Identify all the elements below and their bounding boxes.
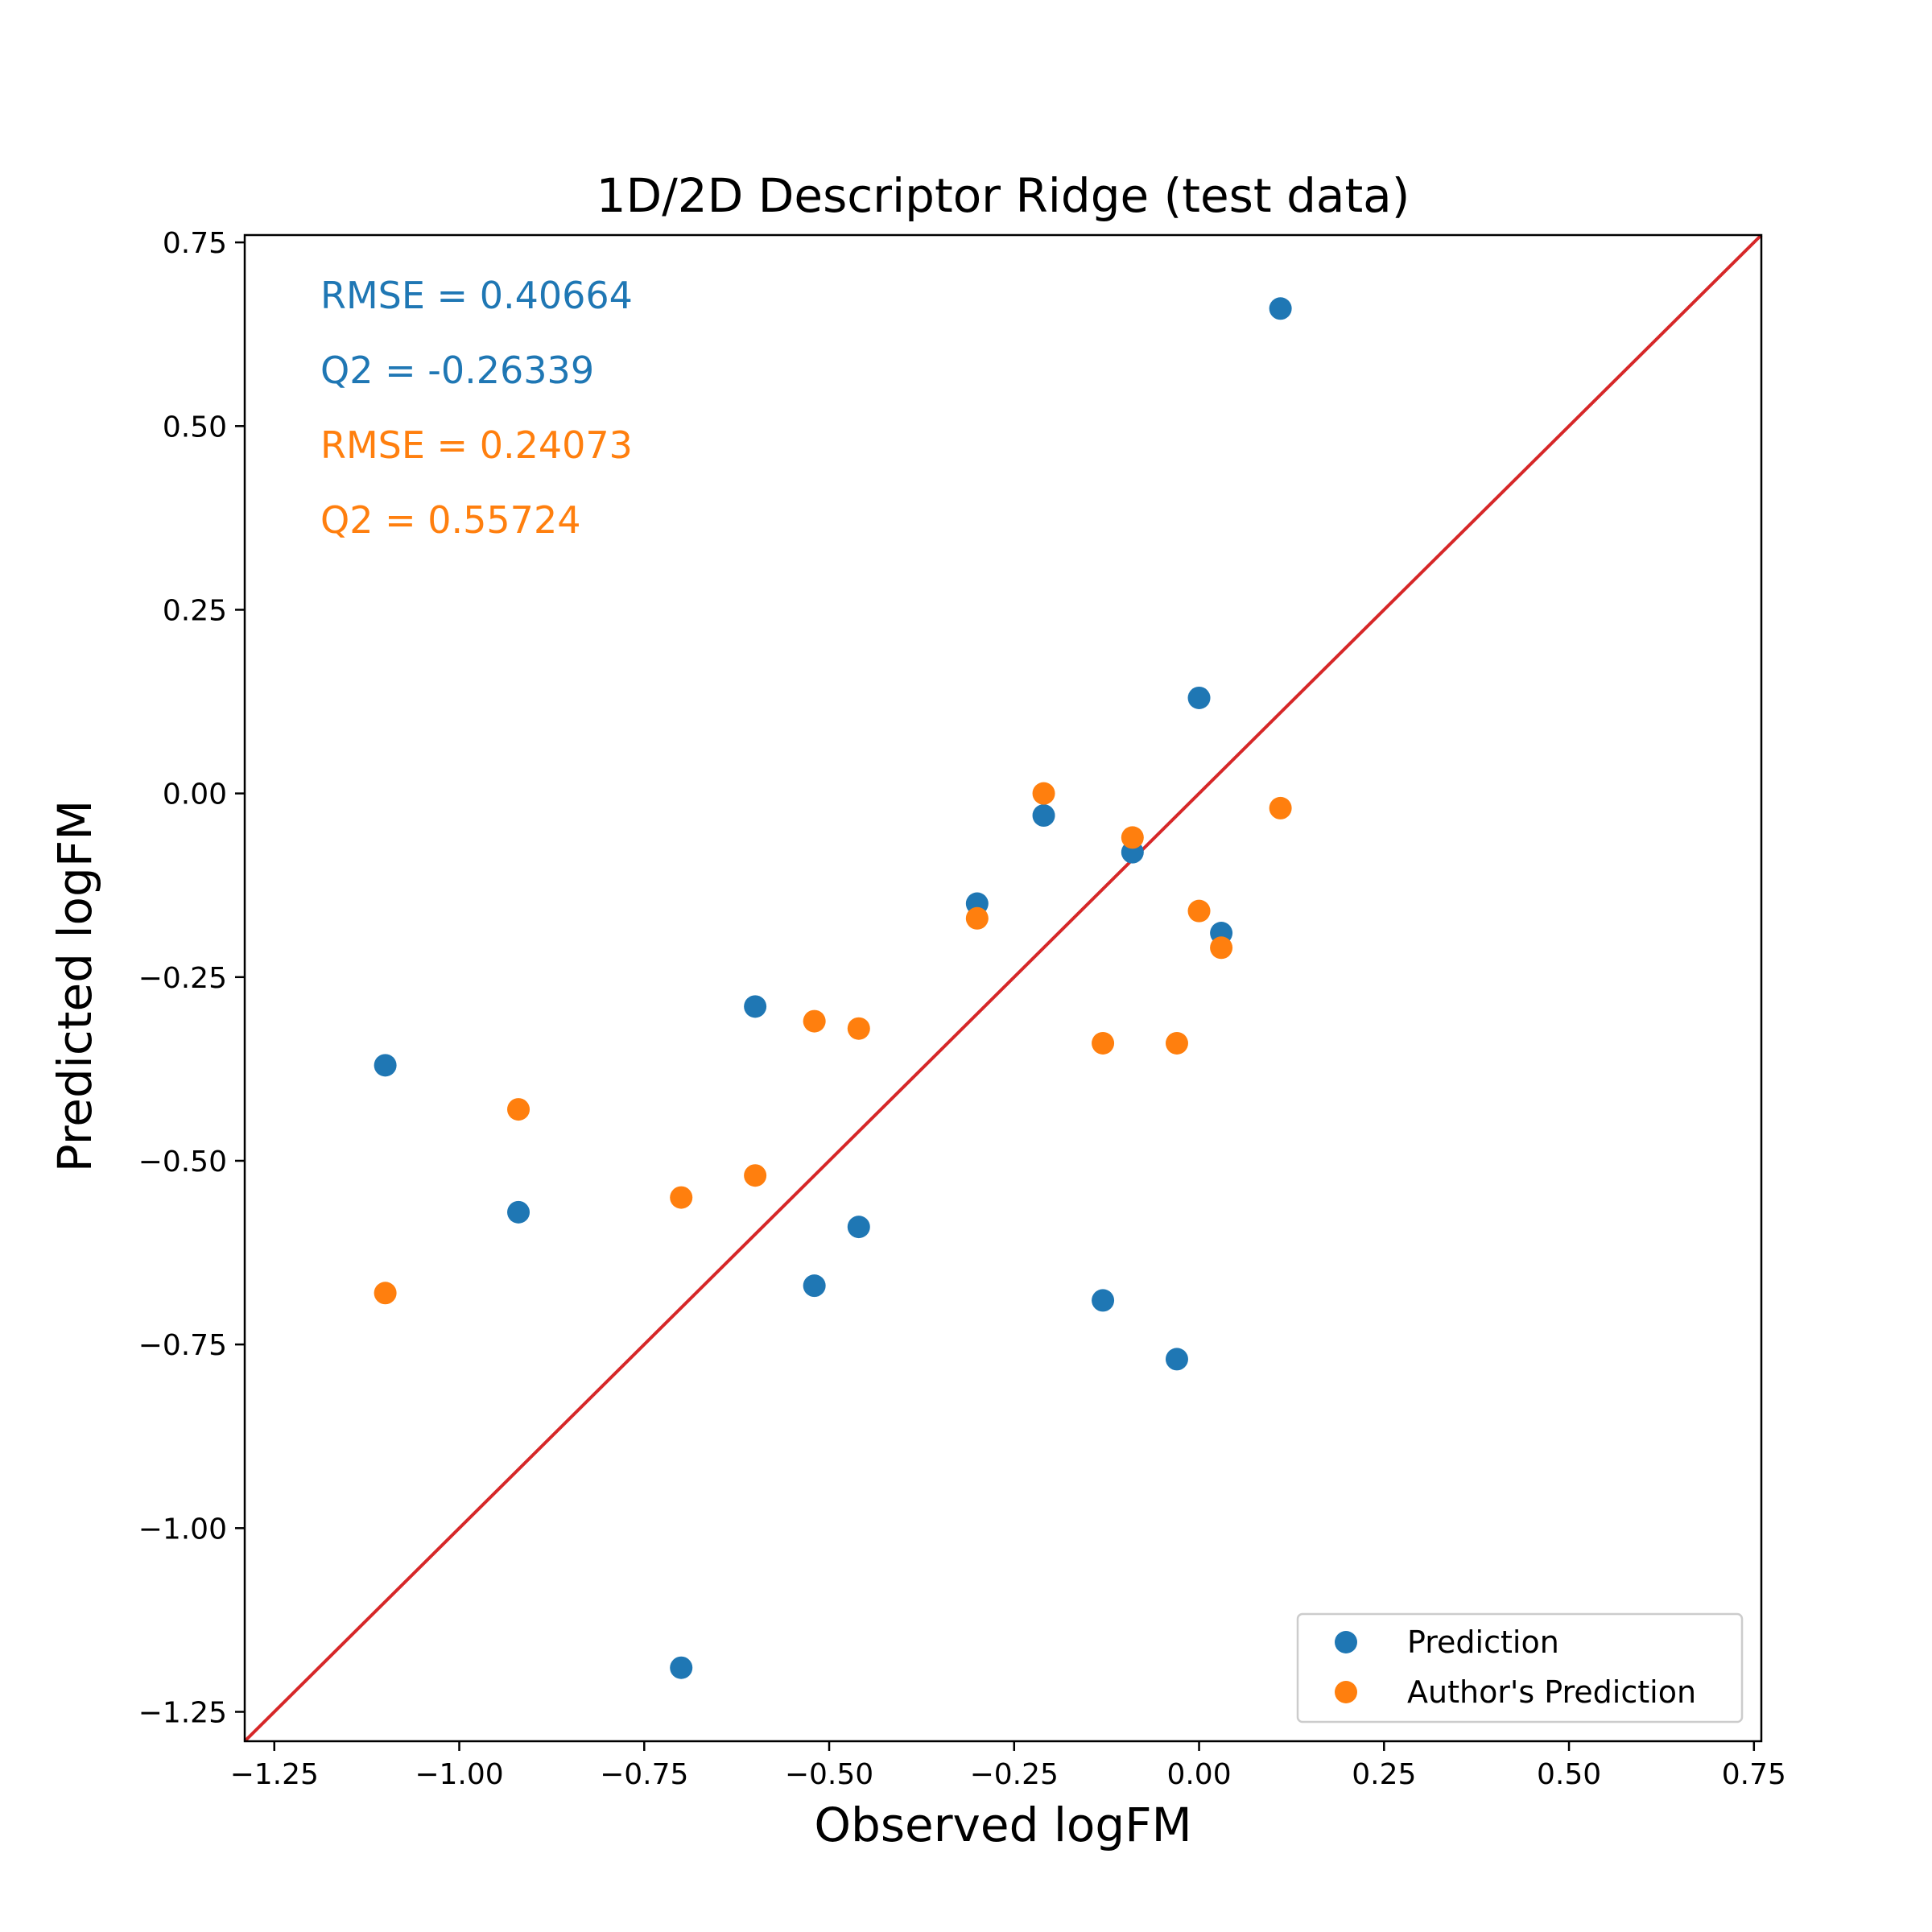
data-point — [1165, 1348, 1188, 1371]
x-tick-label: −0.25 — [970, 1758, 1059, 1791]
legend-label: Author's Prediction — [1407, 1674, 1696, 1710]
metric-annotation: Q2 = 0.55724 — [320, 498, 580, 542]
data-point — [847, 1216, 870, 1239]
y-axis-label: Predicted logFM — [47, 800, 102, 1173]
y-tick-label: −0.25 — [138, 962, 227, 995]
x-tick-label: −0.75 — [600, 1758, 688, 1791]
data-point — [1269, 796, 1292, 819]
y-tick-label: 0.25 — [163, 594, 227, 627]
data-point — [1032, 782, 1055, 805]
data-point — [803, 1009, 826, 1033]
data-point — [507, 1098, 530, 1121]
metric-annotation: RMSE = 0.40664 — [320, 274, 633, 317]
data-point — [1187, 899, 1211, 923]
legend-box — [1296, 1612, 1744, 1724]
series-author-prediction — [374, 782, 1292, 1305]
data-point — [507, 1200, 530, 1224]
data-point — [1165, 1031, 1188, 1055]
series-prediction — [374, 297, 1292, 1679]
legend-label: Prediction — [1407, 1624, 1559, 1660]
metric-annotation: RMSE = 0.24073 — [320, 423, 633, 467]
data-point — [1187, 686, 1211, 709]
data-point — [670, 1186, 693, 1209]
data-point — [374, 1282, 397, 1305]
y-tick-label: −1.00 — [138, 1513, 227, 1546]
plot-frame — [243, 233, 1763, 1743]
data-point — [1210, 936, 1233, 960]
legend-marker — [1335, 1631, 1357, 1653]
data-point — [374, 1054, 397, 1077]
x-tick-label: 0.00 — [1166, 1758, 1231, 1791]
x-axis-label: Observed logFM — [814, 1798, 1191, 1852]
reference-line — [243, 233, 1763, 1743]
y-tick-label: −1.25 — [138, 1696, 227, 1729]
x-tick-label: 0.50 — [1537, 1758, 1601, 1791]
data-point — [1269, 297, 1292, 320]
data-point — [1032, 804, 1055, 828]
legend-marker — [1335, 1681, 1357, 1703]
y-tick-label: 0.00 — [163, 778, 227, 811]
data-point — [965, 906, 989, 930]
y-tick-label: −0.75 — [138, 1329, 227, 1362]
data-point — [744, 1164, 767, 1187]
y-tick-label: −0.50 — [138, 1146, 227, 1179]
data-point — [1121, 826, 1144, 849]
y-tick-label: 0.50 — [163, 411, 227, 444]
data-point — [744, 995, 767, 1018]
x-tick-label: −1.00 — [415, 1758, 503, 1791]
x-tick-label: −1.25 — [230, 1758, 319, 1791]
chart-title: 1D/2D Descriptor Ridge (test data) — [597, 168, 1410, 223]
data-point — [1092, 1289, 1115, 1312]
y-tick-label: 0.75 — [163, 227, 227, 260]
legend: Prediction Author's Prediction — [1296, 1612, 1744, 1724]
x-tick-label: 0.75 — [1722, 1758, 1786, 1791]
metric-annotation: Q2 = -0.26339 — [320, 349, 594, 392]
data-point — [670, 1656, 693, 1679]
data-point — [1092, 1031, 1115, 1055]
data-point — [803, 1274, 826, 1298]
x-tick-label: 0.25 — [1352, 1758, 1416, 1791]
data-point — [847, 1017, 870, 1040]
x-tick-label: −0.50 — [785, 1758, 873, 1791]
